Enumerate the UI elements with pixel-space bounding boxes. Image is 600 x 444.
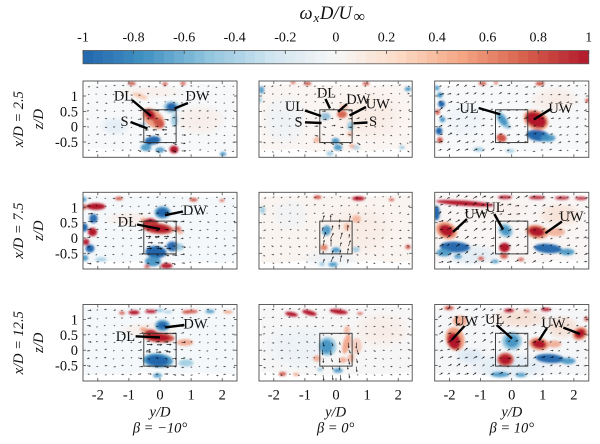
svg-text:0: 0 bbox=[332, 388, 339, 404]
svg-text:0: 0 bbox=[71, 231, 78, 247]
svg-text:-1: -1 bbox=[299, 388, 311, 404]
svg-text:-0.6: -0.6 bbox=[173, 31, 195, 46]
svg-text:DW: DW bbox=[346, 92, 370, 108]
svg-text:y/D: y/D bbox=[323, 405, 346, 421]
svg-text:-0.2: -0.2 bbox=[274, 31, 296, 46]
svg-text:S: S bbox=[294, 115, 302, 131]
svg-text:0: 0 bbox=[332, 31, 339, 46]
svg-text:1: 1 bbox=[187, 388, 194, 404]
svg-text:1: 1 bbox=[71, 200, 78, 216]
svg-text:DW: DW bbox=[183, 317, 207, 333]
svg-text:-0.5: -0.5 bbox=[55, 135, 78, 151]
svg-text:2: 2 bbox=[570, 388, 577, 404]
svg-text:S: S bbox=[369, 114, 377, 130]
svg-text:UL: UL bbox=[459, 101, 478, 117]
svg-text:0: 0 bbox=[71, 343, 78, 359]
svg-text:0.5: 0.5 bbox=[60, 104, 78, 120]
svg-text:UW: UW bbox=[541, 316, 565, 332]
svg-text:β = 10°: β = 10° bbox=[489, 421, 535, 437]
svg-text:x/D = 2.5: x/D = 2.5 bbox=[11, 91, 27, 148]
svg-text:1: 1 bbox=[71, 313, 78, 329]
svg-text:UW: UW bbox=[464, 207, 488, 223]
svg-text:DL: DL bbox=[317, 86, 336, 102]
svg-text:0.5: 0.5 bbox=[60, 216, 78, 232]
svg-text:0.4: 0.4 bbox=[428, 31, 446, 46]
svg-text:UL: UL bbox=[485, 312, 504, 328]
svg-text:UW: UW bbox=[366, 97, 390, 113]
svg-text:-1: -1 bbox=[475, 388, 487, 404]
svg-text:DW: DW bbox=[183, 203, 207, 219]
svg-text:β = −10°: β = −10° bbox=[132, 421, 188, 437]
svg-text:ω: ω bbox=[300, 4, 313, 24]
svg-text:∞: ∞ bbox=[354, 9, 365, 26]
svg-text:-0.8: -0.8 bbox=[123, 31, 145, 46]
svg-text:0: 0 bbox=[156, 388, 163, 404]
svg-text:-0.5: -0.5 bbox=[55, 246, 78, 262]
svg-text:x/D = 7.5: x/D = 7.5 bbox=[11, 203, 27, 260]
svg-text:DL: DL bbox=[114, 89, 133, 105]
svg-text:DW: DW bbox=[185, 89, 209, 105]
svg-text:0.6: 0.6 bbox=[479, 31, 497, 46]
svg-text:UW: UW bbox=[548, 101, 572, 117]
svg-text:-0.4: -0.4 bbox=[224, 31, 246, 46]
svg-text:-2: -2 bbox=[268, 388, 280, 404]
svg-text:2: 2 bbox=[395, 388, 402, 404]
svg-text:x: x bbox=[313, 10, 320, 25]
svg-text:y/D: y/D bbox=[499, 405, 522, 421]
svg-text:DL: DL bbox=[116, 329, 135, 345]
svg-text:-0.5: -0.5 bbox=[55, 359, 78, 375]
svg-text:UL: UL bbox=[285, 99, 304, 115]
svg-text:z/D: z/D bbox=[31, 332, 47, 354]
svg-text:D/U: D/U bbox=[319, 4, 354, 24]
svg-text:β = 0°: β = 0° bbox=[316, 421, 355, 437]
svg-text:S: S bbox=[120, 114, 128, 130]
svg-text:UL: UL bbox=[485, 200, 504, 216]
svg-text:-2: -2 bbox=[443, 388, 455, 404]
svg-text:0: 0 bbox=[508, 388, 515, 404]
svg-text:0: 0 bbox=[71, 120, 78, 136]
svg-text:1: 1 bbox=[71, 89, 78, 105]
svg-text:0.2: 0.2 bbox=[378, 31, 396, 46]
svg-text:UW: UW bbox=[559, 209, 583, 225]
svg-text:z/D: z/D bbox=[31, 109, 47, 131]
svg-text:y/D: y/D bbox=[148, 405, 171, 421]
svg-text:DL: DL bbox=[118, 215, 137, 231]
svg-text:1: 1 bbox=[539, 388, 546, 404]
svg-text:UW: UW bbox=[454, 314, 478, 330]
svg-text:1: 1 bbox=[363, 388, 370, 404]
svg-text:0.8: 0.8 bbox=[529, 31, 547, 46]
svg-text:x/D = 12.5: x/D = 12.5 bbox=[11, 311, 27, 375]
svg-text:0.5: 0.5 bbox=[60, 328, 78, 344]
svg-text:-1: -1 bbox=[123, 388, 135, 404]
svg-text:2: 2 bbox=[219, 388, 226, 404]
svg-text:z/D: z/D bbox=[31, 220, 47, 242]
svg-text:1: 1 bbox=[585, 31, 592, 46]
svg-text:-1: -1 bbox=[77, 31, 89, 46]
svg-text:-2: -2 bbox=[92, 388, 104, 404]
